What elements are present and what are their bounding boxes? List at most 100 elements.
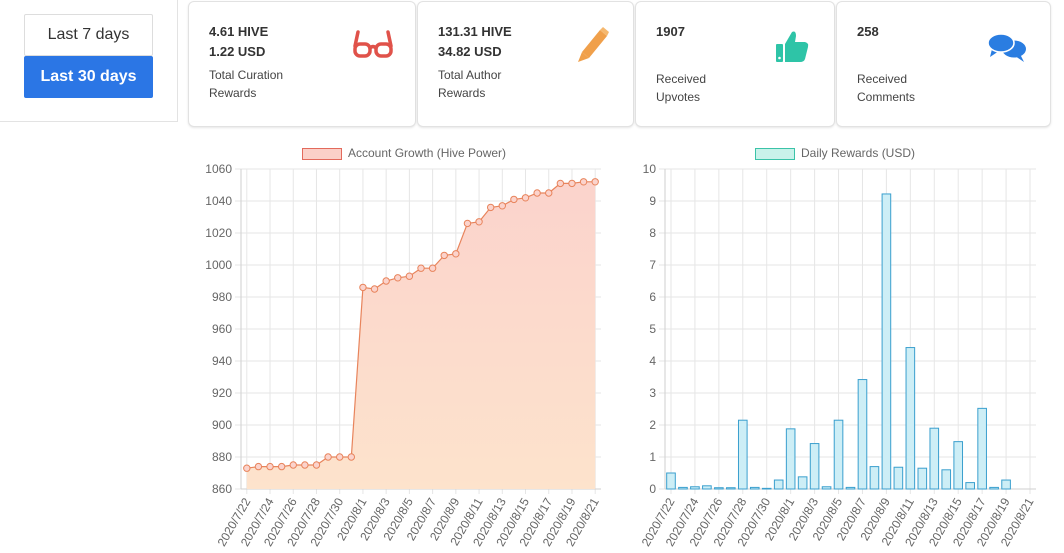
curation-label-line2: Rewards: [209, 86, 257, 100]
author-label-line1: Total Author: [438, 68, 502, 82]
reward-bar: [749, 486, 760, 490]
reward-bar: [941, 469, 952, 490]
growth-point: [486, 203, 495, 212]
reward-bar: [714, 487, 724, 490]
growth-point: [254, 462, 263, 471]
growth-point: [289, 461, 297, 469]
author-rewards-card: 131.31 HIVE 34.82 USD Total Author Rewar…: [417, 1, 634, 127]
y-tick-label: 1060: [205, 162, 232, 176]
growth-point: [556, 179, 565, 188]
y-tick-label: 1040: [205, 194, 232, 208]
reward-bar: [857, 379, 868, 490]
bar-legend-label: Daily Rewards (USD): [801, 146, 916, 160]
growth-point: [579, 178, 588, 186]
author-label-line2: Rewards: [438, 86, 486, 100]
comments-card: 258 Received Comments: [836, 1, 1051, 127]
y-tick-label: 900: [212, 418, 232, 432]
date-range-panel: Last 7 days Last 30 days: [0, 0, 178, 122]
reward-bar: [726, 487, 736, 490]
growth-point: [498, 202, 506, 210]
growth-point: [266, 462, 274, 471]
y-tick-label: 920: [212, 386, 232, 400]
line-legend-label: Account Growth (Hive Power): [348, 146, 507, 160]
growth-point: [440, 251, 448, 260]
growth-point: [243, 464, 251, 472]
bar-legend-swatch: [755, 147, 795, 160]
y-tick-label: 1020: [205, 226, 232, 240]
reward-bar: [702, 485, 712, 490]
reward-bar: [989, 486, 999, 490]
reward-bar: [666, 472, 676, 490]
growth-point: [301, 461, 309, 469]
reward-bar: [953, 441, 964, 490]
glasses-icon: [353, 28, 393, 67]
last-7-days-button[interactable]: Last 7 days: [24, 14, 153, 56]
reward-bar: [881, 193, 892, 490]
thumbs-up-icon: [774, 28, 810, 69]
growth-point: [475, 218, 483, 226]
reward-bar: [761, 487, 772, 490]
growth-point: [347, 453, 356, 461]
growth-point: [312, 461, 321, 469]
y-tick-label: 1: [649, 450, 656, 464]
growth-point: [510, 195, 518, 204]
account-growth-line-chart: 8608809009209409609801000102010401060202…: [205, 162, 602, 549]
growth-point: [463, 219, 472, 228]
y-tick-label: 940: [212, 354, 232, 368]
reward-bar: [1001, 479, 1011, 490]
curation-usd-value: 1.22 USD: [209, 44, 266, 59]
line-chart-legend[interactable]: Account Growth (Hive Power): [302, 146, 506, 160]
reward-bar: [833, 419, 844, 490]
growth-point: [382, 277, 390, 285]
y-tick-label: 8: [649, 226, 656, 240]
reward-bar: [977, 407, 987, 490]
y-tick-label: 860: [212, 482, 232, 496]
reward-bar: [869, 466, 880, 490]
upvotes-value: 1907: [656, 24, 685, 39]
reward-bar: [893, 466, 904, 490]
author-hive-value: 131.31 HIVE: [438, 24, 512, 39]
author-usd-value: 34.82 USD: [438, 44, 502, 59]
upvotes-label-line2: Upvotes: [656, 90, 701, 104]
reward-bar: [917, 467, 928, 490]
comments-label-line1: Received: [857, 72, 908, 86]
reward-bar: [737, 419, 748, 490]
comments-value: 258: [857, 24, 879, 39]
y-tick-label: 880: [212, 450, 232, 464]
growth-point: [277, 462, 286, 471]
curation-hive-value: 4.61 HIVE: [209, 24, 269, 39]
growth-point: [428, 264, 437, 272]
line-legend-swatch: [302, 147, 342, 160]
y-tick-label: 6: [649, 290, 656, 304]
growth-point: [591, 178, 599, 186]
reward-bar: [905, 347, 916, 490]
y-tick-label: 1000: [205, 258, 232, 272]
reward-bar: [678, 486, 688, 490]
reward-bar: [845, 486, 856, 490]
growth-point: [359, 283, 367, 292]
growth-point: [533, 189, 541, 197]
upvotes-label-line1: Received: [656, 72, 707, 86]
growth-point: [336, 453, 344, 461]
growth-area-fill: [246, 181, 596, 490]
y-tick-label: 5: [649, 322, 656, 336]
reward-bar: [690, 486, 700, 490]
y-tick-label: 7: [649, 258, 656, 272]
reward-bar: [809, 443, 820, 490]
y-tick-label: 960: [212, 322, 232, 336]
growth-point: [370, 285, 379, 293]
growth-point: [394, 274, 402, 282]
reward-bar: [797, 476, 808, 490]
y-tick-label: 9: [649, 194, 656, 208]
growth-point: [545, 189, 553, 197]
y-tick-label: 2: [649, 418, 656, 432]
curation-label-line1: Total Curation: [209, 68, 284, 82]
growth-point: [568, 179, 576, 188]
growth-point: [452, 250, 460, 258]
last-30-days-button[interactable]: Last 30 days: [24, 56, 153, 98]
growth-point: [521, 194, 530, 202]
bar-chart-legend[interactable]: Daily Rewards (USD): [755, 146, 915, 160]
upvotes-card: 1907 Received Upvotes: [635, 1, 835, 127]
reward-bar: [773, 479, 784, 490]
growth-point: [324, 453, 332, 461]
